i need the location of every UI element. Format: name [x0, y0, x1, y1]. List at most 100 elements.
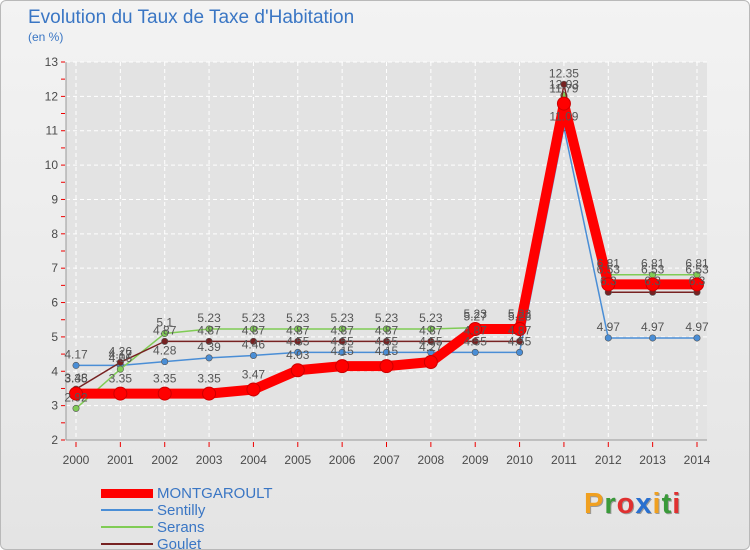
data-point-serans: [72, 404, 80, 412]
data-point-goulet: [560, 80, 568, 88]
data-label-montgaroult: 11.79: [549, 82, 578, 96]
data-label-montgaroult: 4.15: [330, 344, 354, 358]
data-label-serans: 6.81: [685, 257, 709, 271]
legend-label-sentilly: Sentilly: [157, 502, 206, 519]
y-tick-label: 4: [51, 364, 58, 378]
data-label-montgaroult: 4.27: [419, 340, 443, 354]
x-tick-label: 2001: [107, 453, 134, 467]
legend-swatch-montgaroult: [101, 489, 153, 498]
data-point-sentilly: [693, 334, 701, 342]
data-label-goulet: 4.87: [286, 323, 310, 337]
data-point-goulet: [471, 337, 479, 345]
logo-letter: t: [661, 488, 673, 520]
data-point-montgaroult: [601, 277, 616, 292]
data-point-montgaroult: [556, 96, 571, 111]
data-point-serans: [338, 325, 346, 333]
data-label-sentilly: 4.55: [286, 334, 310, 348]
data-point-montgaroult: [335, 359, 350, 374]
data-label-sentilly: 4.28: [153, 344, 177, 358]
data-point-sentilly: [516, 348, 524, 356]
data-label-montgaroult: 6.53: [597, 262, 621, 276]
data-label-serans: 5.23: [286, 311, 310, 325]
data-label-serans: 5.27: [464, 310, 488, 324]
data-point-montgaroult: [69, 386, 83, 401]
data-point-montgaroult: [468, 322, 483, 337]
x-tick-label: 2000: [63, 453, 90, 467]
data-label-goulet: 6.3: [689, 274, 706, 288]
data-point-sentilly: [471, 348, 479, 356]
x-tick-label: 2007: [373, 453, 400, 467]
data-point-montgaroult: [290, 363, 305, 378]
data-label-serans: 5.28: [508, 309, 532, 323]
data-label-goulet: 6.3: [644, 274, 661, 288]
data-point-montgaroult: [379, 359, 394, 374]
data-label-montgaroult: 4.03: [286, 348, 310, 362]
data-label-sentilly: 4.55: [375, 334, 399, 348]
y-tick-label: 10: [45, 158, 59, 172]
data-label-sentilly: 4.17: [109, 347, 133, 361]
data-label-serans: 6.81: [641, 257, 665, 271]
legend-label-montgaroult: MONTGAROULT: [157, 485, 273, 502]
data-label-sentilly: 4.55: [464, 334, 488, 348]
data-label-montgaroult: 5.23: [464, 307, 488, 321]
logo-letter: r: [604, 488, 617, 520]
data-point-serans: [116, 365, 124, 373]
x-tick-label: 2005: [284, 453, 311, 467]
data-point-goulet: [205, 337, 213, 345]
x-tick-label: 2004: [240, 453, 267, 467]
x-tick-label: 2009: [462, 453, 489, 467]
data-point-sentilly: [249, 351, 257, 359]
data-label-serans: 5.23: [330, 311, 354, 325]
data-point-montgaroult: [246, 382, 261, 397]
data-label-sentilly: 4.39: [197, 340, 221, 354]
data-point-montgaroult: [157, 386, 172, 401]
data-label-goulet: 4.87: [242, 323, 266, 337]
y-tick-label: 11: [46, 124, 59, 138]
data-label-montgaroult: 5.23: [508, 307, 532, 321]
y-tick-label: 8: [51, 227, 58, 241]
x-tick-label: 2008: [418, 453, 445, 467]
proxiti-logo: Proxiti: [584, 488, 681, 521]
legend-swatch-sentilly: [101, 509, 153, 511]
data-label-sentilly: 4.17: [64, 347, 88, 361]
data-label-montgaroult: 4.15: [375, 344, 399, 358]
data-point-goulet: [338, 337, 346, 345]
y-tick-label: 2: [51, 433, 58, 447]
data-label-goulet: 4.87: [330, 323, 354, 337]
data-label-sentilly: 4.55: [419, 334, 443, 348]
logo-letter: o: [616, 488, 636, 520]
chart-title: Evolution du Taux de Taxe d'Habitation: [28, 7, 355, 28]
y-tick-label: 13: [45, 55, 59, 69]
legend-swatch-serans: [101, 526, 153, 528]
y-tick-label: 7: [51, 261, 58, 275]
data-point-sentilly: [205, 354, 213, 362]
chart-subtitle: (en %): [28, 30, 64, 44]
legend-label-serans: Serans: [157, 519, 205, 536]
legend-swatch-goulet: [101, 543, 153, 545]
data-point-goulet: [294, 337, 302, 345]
data-label-serans: 5.1: [156, 315, 173, 329]
data-label-serans: 4.06: [109, 351, 133, 365]
data-label-montgaroult: 3.35: [64, 372, 88, 386]
data-label-sentilly: 4.46: [242, 337, 266, 351]
data-point-montgaroult: [202, 386, 217, 401]
data-point-sentilly: [604, 334, 612, 342]
data-point-montgaroult: [512, 322, 527, 337]
data-point-serans: [382, 325, 390, 333]
data-label-sentilly: 4.55: [330, 334, 354, 348]
data-point-goulet: [116, 358, 124, 366]
logo-letter: i: [672, 488, 682, 520]
data-label-goulet: 4.87: [419, 323, 443, 337]
data-point-goulet: [516, 337, 524, 345]
data-label-goulet: 3.48: [64, 371, 88, 385]
data-label-sentilly: 4.97: [641, 320, 665, 334]
data-label-montgaroult: 3.35: [197, 372, 221, 386]
x-tick-label: 2013: [639, 453, 666, 467]
data-point-goulet: [382, 337, 390, 345]
data-point-serans: [249, 325, 257, 333]
y-tick-label: 9: [51, 192, 58, 206]
data-point-sentilly: [294, 348, 302, 356]
data-point-montgaroult: [423, 354, 438, 369]
data-point-montgaroult: [690, 277, 704, 292]
